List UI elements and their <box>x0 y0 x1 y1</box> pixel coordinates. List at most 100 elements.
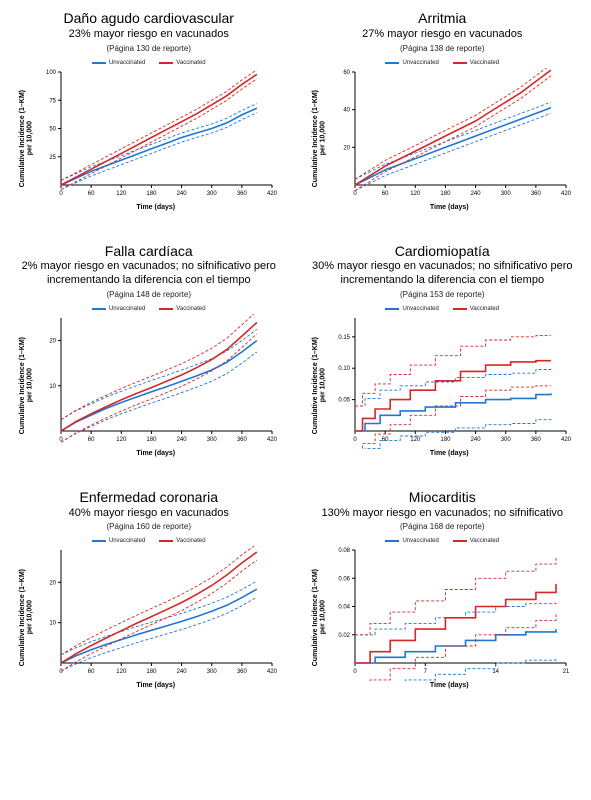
panel-subtitle: 2% mayor riesgo en vacunados; no sifnifi… <box>8 260 290 288</box>
legend-swatch-vaccinated <box>453 540 467 542</box>
legend-label-unvaccinated: Unvaccinated <box>109 306 145 312</box>
svg-text:360: 360 <box>237 437 248 443</box>
svg-text:20: 20 <box>343 145 350 151</box>
panel-title: Cardiomiopatía <box>302 243 584 260</box>
legend-label-vaccinated: Vaccinated <box>470 306 499 312</box>
svg-text:0.06: 0.06 <box>338 577 350 583</box>
y-axis-label: Cumulative Incidence (1–KM)per 10,000 <box>312 569 327 666</box>
svg-text:300: 300 <box>207 669 218 675</box>
svg-text:10: 10 <box>50 621 57 627</box>
svg-text:420: 420 <box>561 437 572 443</box>
panel-heart_failure: Falla cardíaca2% mayor riesgo en vacunad… <box>8 243 290 457</box>
legend: Unvaccinated Vaccinated <box>385 306 499 312</box>
legend-swatch-unvaccinated <box>92 540 106 542</box>
legend-swatch-unvaccinated <box>385 540 399 542</box>
legend-item-vaccinated: Vaccinated <box>159 60 205 66</box>
panel-titles: Arritmia27% mayor riesgo en vacunados(Pá… <box>362 10 522 53</box>
svg-text:10: 10 <box>50 384 57 390</box>
legend-swatch-vaccinated <box>159 308 173 310</box>
y-axis-label-wrap: Cumulative Incidence (1–KM)per 10,000 <box>313 68 327 211</box>
chart-wrap: Cumulative Incidence (1–KM)per 10,000060… <box>19 314 278 457</box>
plot-column: 0714210.020.040.060.08Time (days) <box>327 546 572 689</box>
legend: Unvaccinated Vaccinated <box>385 538 499 544</box>
legend-swatch-vaccinated <box>453 62 467 64</box>
svg-text:420: 420 <box>561 191 572 197</box>
panel-titles: Miocarditis130% mayor riesgo en vacunado… <box>321 489 563 532</box>
svg-text:300: 300 <box>207 191 218 197</box>
legend-item-unvaccinated: Unvaccinated <box>92 306 145 312</box>
panel-titles: Cardiomiopatía30% mayor riesgo en vacuna… <box>302 243 584 299</box>
legend-item-vaccinated: Vaccinated <box>453 538 499 544</box>
svg-text:21: 21 <box>562 669 569 675</box>
panel-arrhythmia: Arritmia27% mayor riesgo en vacunados(Pá… <box>302 10 584 211</box>
svg-text:180: 180 <box>147 669 158 675</box>
legend-swatch-vaccinated <box>159 540 173 542</box>
panel-note: (Página 130 de reporte) <box>64 44 234 53</box>
legend-label-vaccinated: Vaccinated <box>176 538 205 544</box>
svg-text:120: 120 <box>117 437 128 443</box>
svg-text:180: 180 <box>440 437 451 443</box>
panel-subtitle: 30% mayor riesgo en vacunados; no sifnif… <box>302 260 584 288</box>
panel-cardiomyopathy: Cardiomiopatía30% mayor riesgo en vacuna… <box>302 243 584 457</box>
y-axis-label: Cumulative Incidence (1–KM)per 10,000 <box>19 569 34 666</box>
svg-text:75: 75 <box>50 98 57 104</box>
svg-text:240: 240 <box>470 191 481 197</box>
legend-item-unvaccinated: Unvaccinated <box>385 538 438 544</box>
svg-text:360: 360 <box>531 437 542 443</box>
svg-text:0: 0 <box>353 669 357 675</box>
plot-column: 060120180240300360420255075100Time (days… <box>33 68 278 211</box>
panel-myocarditis: Miocarditis130% mayor riesgo en vacunado… <box>302 489 584 690</box>
svg-text:7: 7 <box>423 669 427 675</box>
chart-plot: 060120180240300360420255075100 <box>33 68 278 203</box>
legend-label-unvaccinated: Unvaccinated <box>402 538 438 544</box>
chart-wrap: Cumulative Incidence (1–KM)per 10,000060… <box>19 546 278 689</box>
x-axis-label: Time (days) <box>327 450 572 457</box>
svg-text:420: 420 <box>267 669 278 675</box>
plot-column: 060120180240300360420204060Time (days) <box>327 68 572 211</box>
svg-text:300: 300 <box>500 437 511 443</box>
svg-text:240: 240 <box>177 669 188 675</box>
svg-text:120: 120 <box>117 191 128 197</box>
panel-title: Daño agudo cardiovascular <box>64 10 234 27</box>
svg-text:14: 14 <box>492 669 499 675</box>
svg-text:60: 60 <box>382 191 389 197</box>
x-axis-label: Time (days) <box>33 450 278 457</box>
svg-text:0: 0 <box>60 191 64 197</box>
chart-wrap: Cumulative Incidence (1–KM)per 10,000060… <box>313 68 572 211</box>
legend-label-unvaccinated: Unvaccinated <box>109 60 145 66</box>
plot-column: 0601201802403003604200.050.100.15Time (d… <box>327 314 572 457</box>
panel-coronary: Enfermedad coronaria40% mayor riesgo en … <box>8 489 290 690</box>
legend-swatch-unvaccinated <box>385 62 399 64</box>
svg-text:25: 25 <box>50 154 57 160</box>
chart-plot: 060120180240300360420204060 <box>327 68 572 203</box>
svg-text:0: 0 <box>353 437 357 443</box>
svg-text:20: 20 <box>50 338 57 344</box>
legend-label-unvaccinated: Unvaccinated <box>402 306 438 312</box>
legend-label-unvaccinated: Unvaccinated <box>402 60 438 66</box>
chart-plot: 0601201802403003604201020 <box>33 546 278 681</box>
panel-note: (Página 153 de reporte) <box>302 290 584 299</box>
svg-text:180: 180 <box>440 191 451 197</box>
panel-note: (Página 148 de reporte) <box>8 290 290 299</box>
svg-text:0.15: 0.15 <box>338 335 350 341</box>
svg-text:100: 100 <box>46 70 57 76</box>
svg-text:180: 180 <box>147 191 158 197</box>
panel-note: (Página 160 de reporte) <box>69 522 229 531</box>
legend-label-vaccinated: Vaccinated <box>176 60 205 66</box>
svg-text:300: 300 <box>500 191 511 197</box>
y-axis-label-wrap: Cumulative Incidence (1–KM)per 10,000 <box>313 546 327 689</box>
svg-text:60: 60 <box>88 669 95 675</box>
legend: Unvaccinated Vaccinated <box>92 60 206 66</box>
legend-item-vaccinated: Vaccinated <box>453 306 499 312</box>
legend-item-unvaccinated: Unvaccinated <box>92 538 145 544</box>
svg-text:0.05: 0.05 <box>338 397 350 403</box>
svg-text:40: 40 <box>343 107 350 113</box>
chart-plot: 0714210.020.040.060.08 <box>327 546 572 681</box>
y-axis-label: Cumulative Incidence (1–KM)per 10,000 <box>19 90 34 187</box>
legend: UnvaccinatedVaccinated <box>385 60 499 66</box>
panel-titles: Daño agudo cardiovascular23% mayor riesg… <box>64 10 234 53</box>
legend-item-unvaccinated: Unvaccinated <box>92 60 145 66</box>
legend-label-vaccinated: Vaccinated <box>470 538 499 544</box>
panel-note: (Página 168 de reporte) <box>321 522 563 531</box>
svg-text:360: 360 <box>237 191 248 197</box>
